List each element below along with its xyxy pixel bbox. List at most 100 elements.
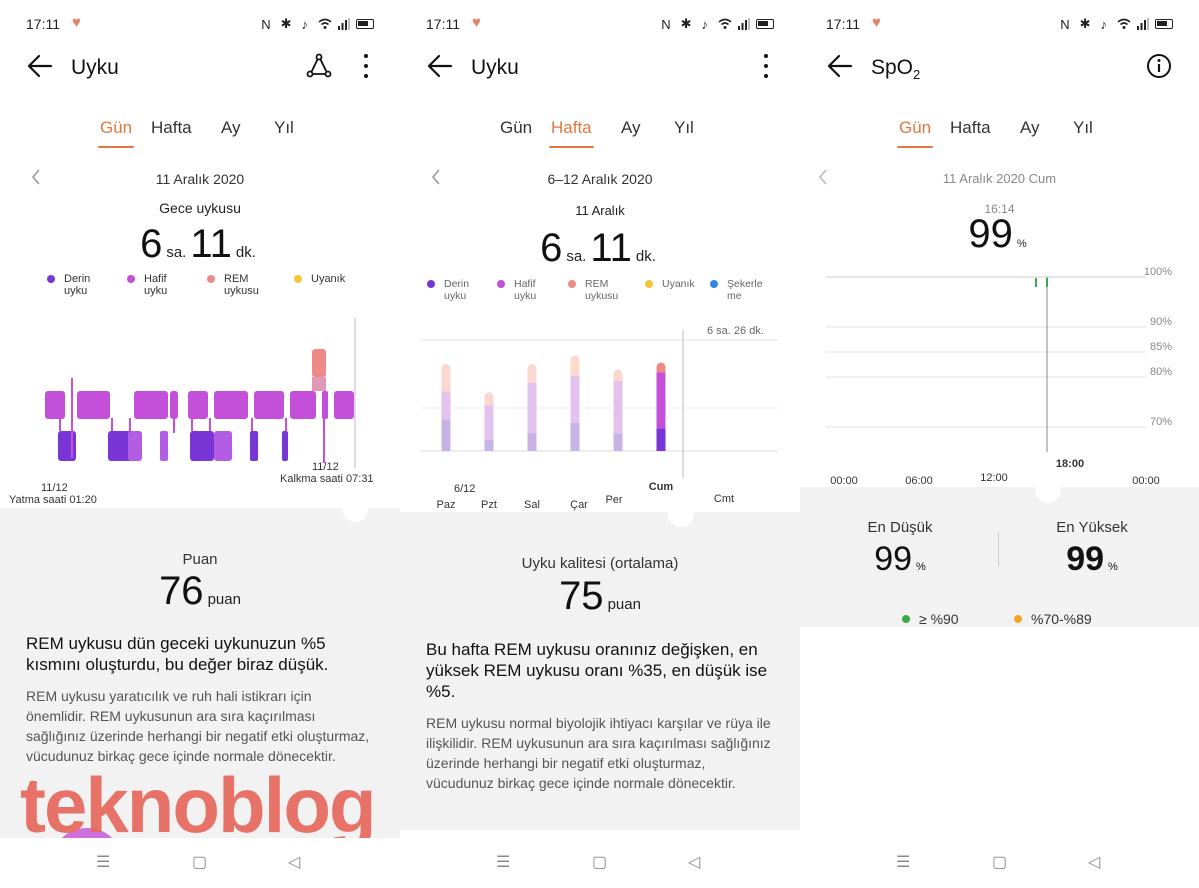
signal-icon — [738, 18, 750, 30]
tab-year[interactable]: Yıl — [1073, 118, 1093, 137]
first-date-label: 6/12 — [454, 483, 475, 495]
tab-week[interactable]: Hafta — [151, 118, 192, 137]
weekly-sleep-chart: 6 sa. 26 dk. 6/12 Paz Pzt Sal Çar Per Cum Cmt — [420, 325, 778, 511]
spo2-unit: % — [1016, 238, 1027, 250]
x-tick-label: Sal — [524, 499, 540, 511]
bar-cap — [656, 362, 666, 372]
selected-day-label: 11 Aralık — [575, 203, 625, 218]
previous-date-icon[interactable] — [30, 168, 42, 186]
hours-unit: sa. — [566, 248, 587, 265]
spo2-mark — [1046, 278, 1048, 287]
weekly-bars — [441, 355, 666, 451]
share-icon[interactable] — [305, 52, 333, 80]
tab-month[interactable]: Ay — [621, 118, 641, 137]
selected-date: 11 Aralık 2020 — [155, 171, 245, 187]
back-nav-icon[interactable]: ◁ — [288, 854, 301, 871]
sleep-legend: Derin uyku Hafif uyku REM uykusu Uyanık Şek… — [427, 278, 787, 308]
legend-label: %70-%89 — [1031, 611, 1092, 627]
legend-label: Hafif — [514, 278, 536, 290]
tab-month[interactable]: Ay — [221, 118, 241, 137]
home-nav-icon[interactable]: ▢ — [192, 854, 208, 871]
page-title: Uyku — [471, 56, 519, 79]
stage-block — [250, 431, 258, 461]
spo2-value: 99 — [968, 212, 1013, 256]
bar-cap — [484, 392, 494, 402]
signal-icon — [338, 18, 350, 30]
menu-nav-icon[interactable]: ☰ — [496, 854, 511, 871]
legend-label: Uyanık — [662, 278, 695, 290]
wifi-icon — [718, 18, 732, 29]
stage-block — [160, 431, 168, 461]
tab-day[interactable]: Gün — [97, 118, 135, 148]
nfc-icon: N — [261, 16, 275, 32]
stage-block — [58, 431, 76, 461]
bar-segment — [656, 428, 666, 451]
rem-transition — [312, 377, 326, 391]
tab-year[interactable]: Yıl — [274, 118, 294, 137]
status-time: 17:11 — [26, 16, 60, 32]
more-options-icon[interactable] — [352, 52, 380, 80]
stage-block — [108, 431, 134, 461]
bar-cap — [527, 364, 537, 374]
legend-label: uyku — [514, 290, 537, 302]
detail-text: REM uykusu normal biyolojik ihtiyacı kar… — [426, 715, 771, 791]
tab-day[interactable]: Gün — [500, 118, 533, 137]
scroll-handle[interactable] — [668, 501, 694, 527]
info-icon[interactable] — [1145, 52, 1173, 80]
legend-dot — [207, 275, 215, 283]
y-tick-label: 100% — [1144, 266, 1172, 278]
more-options-icon[interactable] — [752, 52, 780, 80]
page-title: Uyku — [71, 56, 119, 79]
back-arrow-icon[interactable] — [826, 52, 854, 80]
stage-block — [190, 431, 214, 461]
legend-label: Hafif — [144, 273, 167, 285]
stage-block — [45, 391, 65, 419]
tab-week[interactable]: Hafta — [950, 118, 991, 137]
legend-dot — [47, 275, 55, 283]
mute-icon: ♪ — [1100, 16, 1111, 32]
scroll-handle[interactable] — [342, 496, 368, 522]
stage-block — [254, 391, 284, 419]
previous-date-icon[interactable] — [817, 168, 829, 186]
tab-week[interactable]: Hafta — [549, 118, 594, 148]
y-tick-label: 70% — [1150, 416, 1172, 428]
back-nav-icon[interactable]: ◁ — [1088, 854, 1101, 871]
scroll-handle[interactable] — [1035, 477, 1061, 503]
hours-unit: sa. — [166, 244, 187, 261]
home-nav-icon[interactable]: ▢ — [592, 854, 608, 871]
battery-icon — [1155, 19, 1173, 29]
navigation-bar: ☰ ▢ ◁ — [0, 838, 400, 888]
back-arrow-icon[interactable] — [426, 52, 454, 80]
status-bar: 17:11 ♥ N ✱ ♪ — [426, 14, 774, 34]
y-grid: 100% 90% 85% 80% 70% — [826, 266, 1172, 428]
tab-year[interactable]: Yıl — [674, 118, 694, 137]
back-arrow-icon[interactable] — [26, 52, 54, 80]
x-tick-label: Çar — [570, 499, 588, 511]
legend-label: uykusu — [585, 290, 619, 302]
nfc-icon: N — [1060, 16, 1074, 32]
tab-month[interactable]: Ay — [1020, 118, 1040, 137]
status-bar: 17:11 ♥ N ✱ ♪ — [26, 14, 374, 34]
bar-segment — [527, 368, 537, 383]
heart-rate-icon: ♥ — [472, 14, 481, 31]
bar-cap — [613, 369, 623, 379]
duration-hours: 6 — [540, 226, 563, 270]
stage-block — [322, 391, 328, 419]
legend-item: Hafif uyku — [127, 273, 167, 297]
back-nav-icon[interactable]: ◁ — [688, 854, 701, 871]
max-reading: 99% — [992, 540, 1192, 579]
heart-rate-icon: ♥ — [872, 14, 881, 31]
home-nav-icon[interactable]: ▢ — [992, 854, 1008, 871]
duration-minutes: 11 — [190, 222, 232, 266]
legend-item: Uyanık — [294, 273, 345, 285]
previous-date-icon[interactable] — [430, 168, 442, 186]
spo2-screen: 17:11 ♥ N ✱ ♪ SpO2 Gün Hafta Ay Yıl 11 A… — [800, 0, 1199, 888]
menu-nav-icon[interactable]: ☰ — [896, 854, 911, 871]
legend-dot — [902, 615, 910, 623]
reading-time: 16:14 — [984, 202, 1015, 216]
quality-label: Uyku kalitesi (ortalama) — [521, 555, 679, 572]
menu-nav-icon[interactable]: ☰ — [96, 854, 111, 871]
divider — [998, 532, 999, 566]
legend-dot — [427, 280, 435, 288]
tab-day[interactable]: Gün — [896, 118, 934, 148]
